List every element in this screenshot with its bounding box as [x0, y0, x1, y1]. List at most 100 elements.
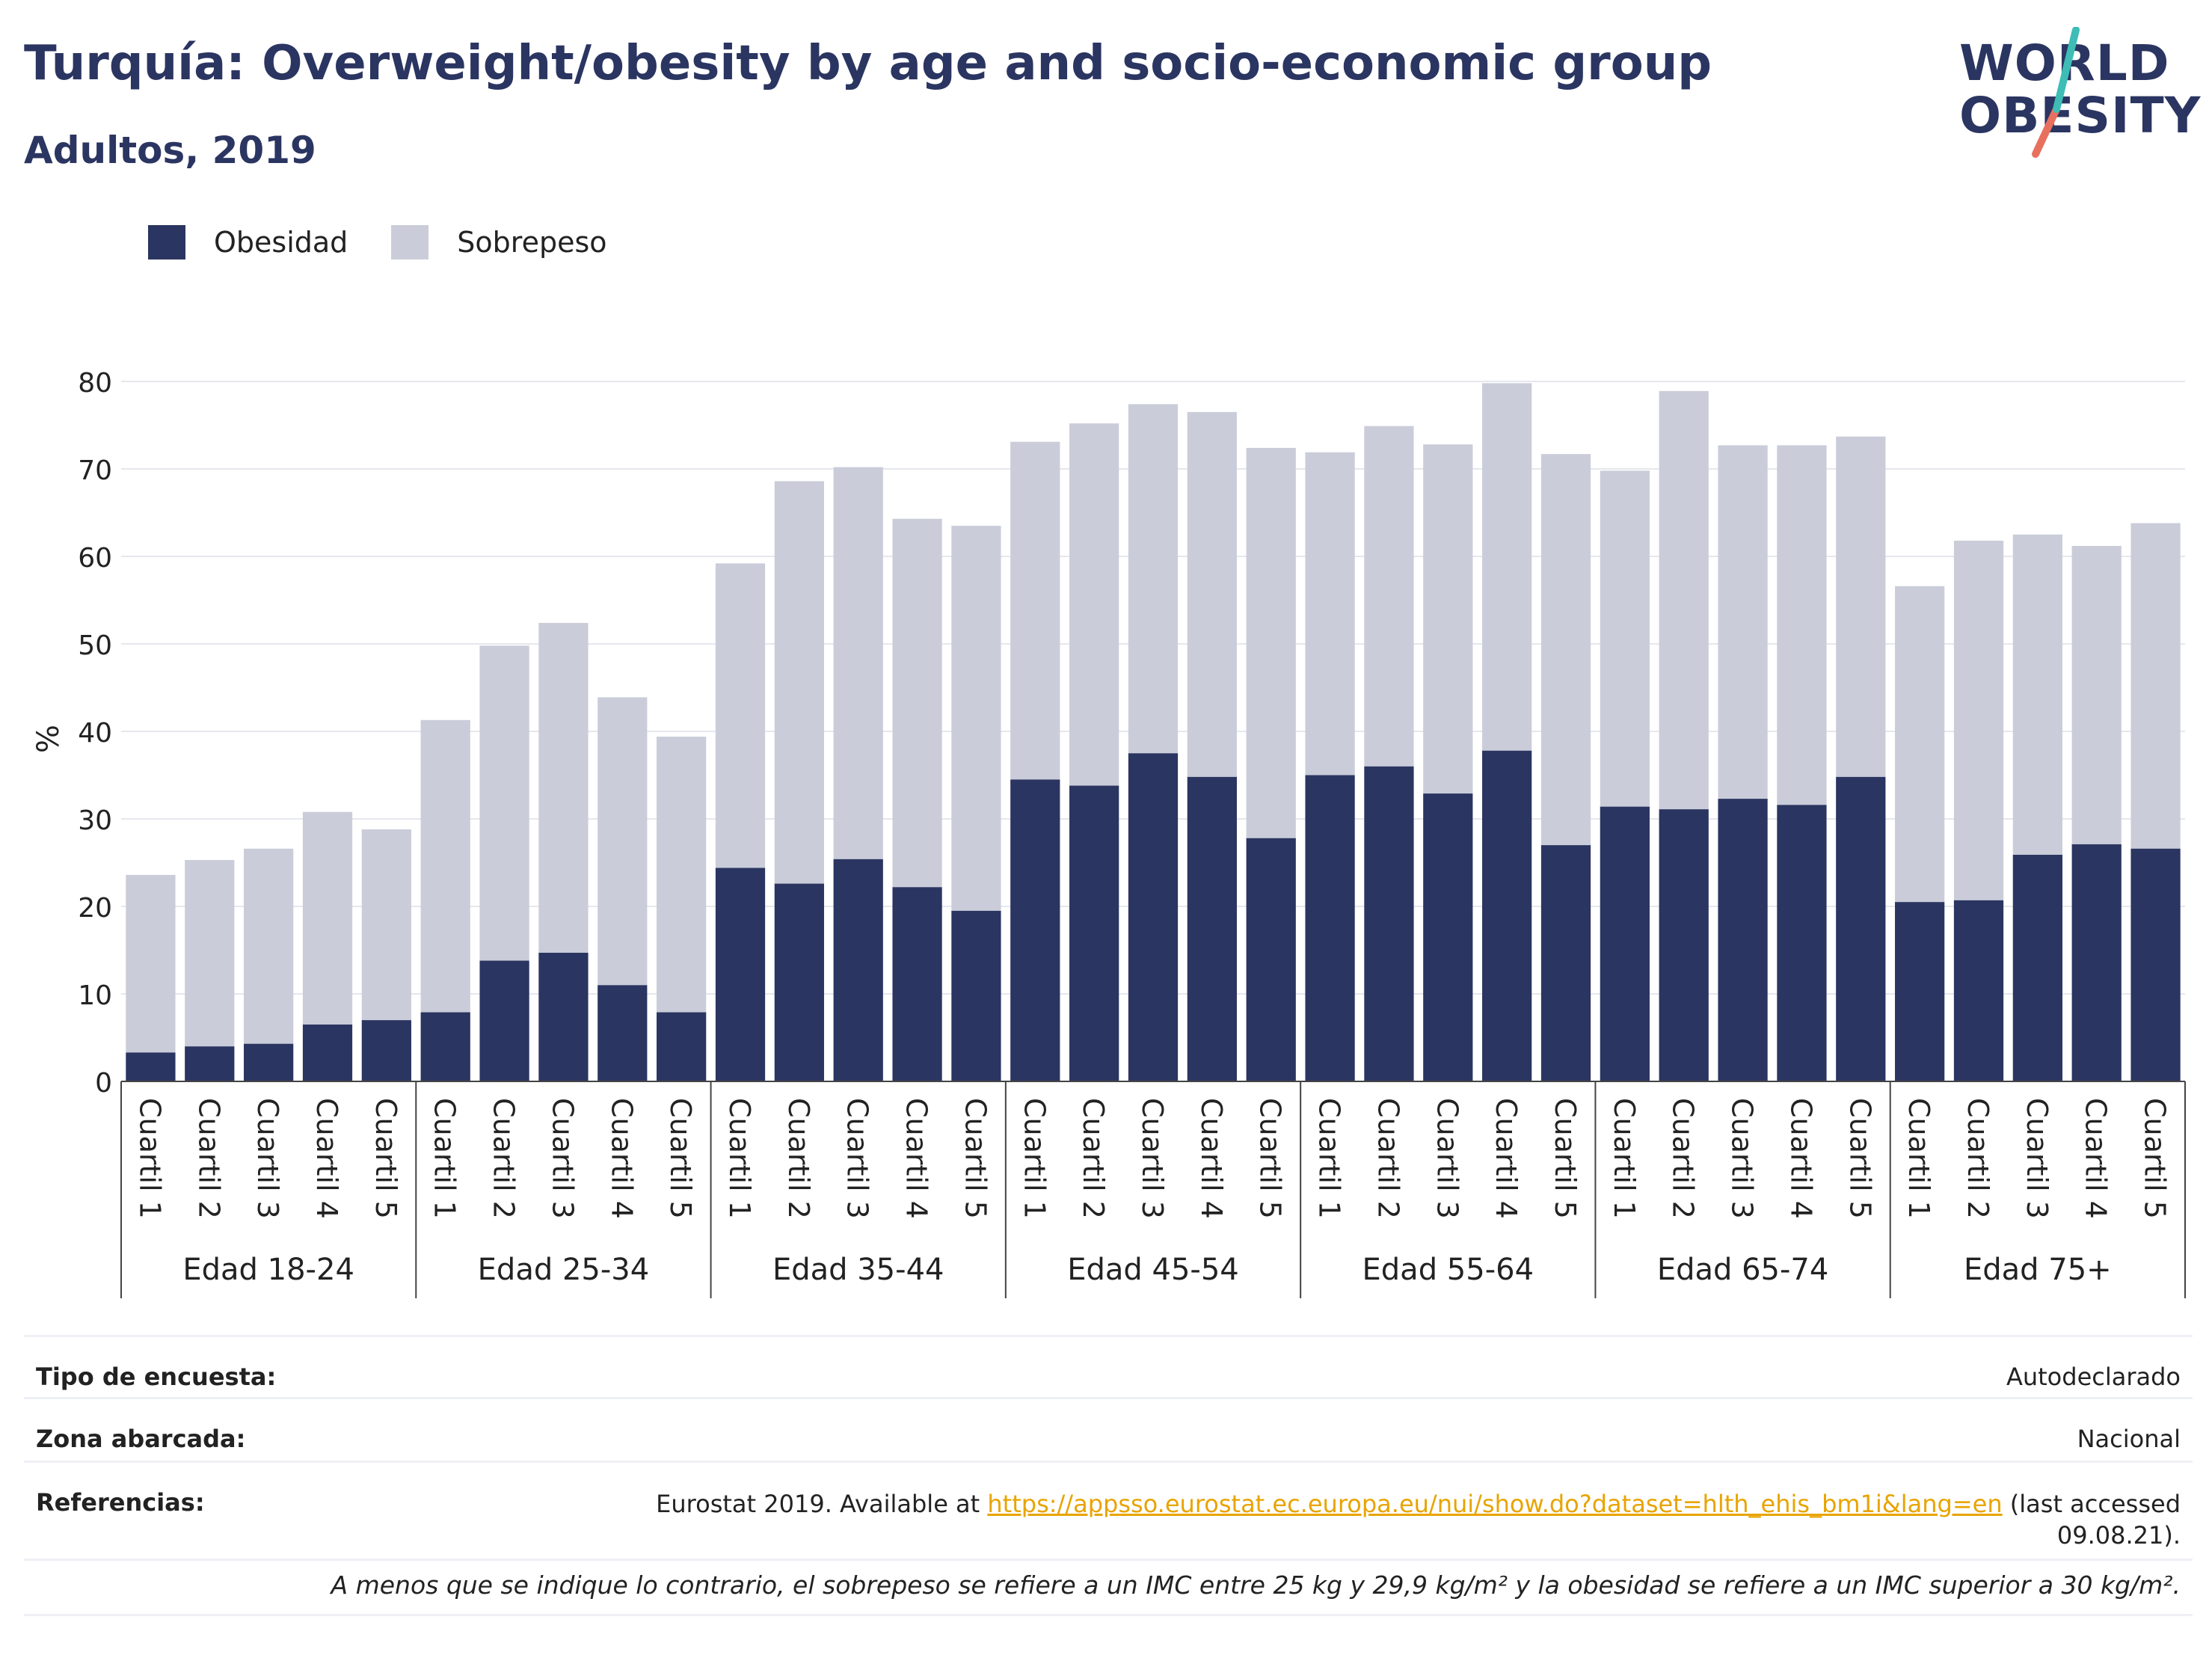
bar-overweight — [1895, 586, 1945, 903]
bar-obesity — [1600, 806, 1650, 1081]
x-group-label: Edad 65-74 — [1657, 1253, 1829, 1287]
bar-obesity — [126, 1052, 176, 1081]
bar-overweight — [597, 697, 648, 986]
y-tick-label: 0 — [95, 1068, 112, 1099]
metadata-table: Tipo de encuesta: Autodeclarado Zona aba… — [24, 1335, 2193, 1561]
bar-overweight — [657, 737, 707, 1013]
x-category-label: Cuartil 1 — [1608, 1098, 1641, 1219]
bar-obesity — [1953, 900, 2004, 1081]
x-category-label: Cuartil 1 — [428, 1098, 461, 1219]
bar-obesity — [892, 887, 942, 1081]
bar-overweight — [833, 467, 883, 859]
chart-title: Turquía: Overweight/obesity by age and s… — [24, 36, 1712, 91]
bar-overweight — [2071, 545, 2122, 844]
bar-obesity — [1659, 809, 1709, 1081]
x-group-label: Edad 75+ — [1964, 1253, 2112, 1287]
bar-overweight — [1777, 445, 1827, 805]
x-category-label: Cuartil 1 — [1902, 1098, 1935, 1219]
refs-suffix-2: 09.08.21). — [2056, 1521, 2181, 1550]
x-category-label: Cuartil 4 — [310, 1098, 343, 1219]
bar-obesity — [1069, 785, 1119, 1081]
bar-overweight — [951, 526, 1001, 911]
bar-overweight — [1540, 454, 1591, 846]
x-category-label: Cuartil 3 — [251, 1098, 284, 1219]
bar-overweight — [1364, 426, 1414, 767]
bar-overweight — [420, 719, 470, 1013]
stacked-bar-chart: 0 10 20 30 40 50 60 70 80% Cuartil 1 Cuartil 2 Cuar… — [31, 368, 2186, 1298]
bar-obesity — [185, 1046, 235, 1081]
bar-obesity — [1128, 753, 1179, 1081]
bar-overweight — [2130, 523, 2181, 849]
x-category-label: Cuartil 5 — [369, 1098, 402, 1219]
bar-obesity — [1482, 750, 1532, 1081]
x-category-label: Cuartil 4 — [1784, 1098, 1817, 1219]
x-category-label: Cuartil 2 — [1371, 1098, 1404, 1219]
bar-overweight — [244, 848, 294, 1044]
bar-overweight — [185, 859, 235, 1047]
bar-overweight — [1010, 441, 1060, 780]
bar-obesity — [774, 883, 824, 1081]
bar-obesity — [1540, 845, 1591, 1081]
y-tick-label: 60 — [78, 543, 112, 574]
bar-obesity — [1777, 805, 1827, 1081]
bar-obesity — [1836, 776, 1886, 1081]
bar-obesity — [657, 1012, 707, 1081]
bar-obesity — [1364, 766, 1414, 1081]
bar-obesity — [538, 953, 589, 1081]
meta-survey-label: Tipo de encuesta: — [36, 1363, 277, 1391]
bar-overweight — [1718, 445, 1768, 799]
legend-label-obesity: Obesidad — [214, 226, 348, 259]
meta-row-area: Zona abarcada: Nacional — [24, 1397, 2193, 1461]
bar-obesity — [1187, 776, 1237, 1081]
bar-overweight — [1423, 444, 1473, 794]
bar-obesity — [597, 985, 648, 1081]
bar-obesity — [1718, 799, 1768, 1081]
x-group-label: Edad 25-34 — [478, 1253, 650, 1287]
legend-swatch-obesity — [148, 225, 185, 260]
bar-overweight — [538, 622, 589, 954]
bar-overweight — [1128, 404, 1179, 754]
x-category-label: Cuartil 3 — [1726, 1098, 1759, 1219]
bar-obesity — [361, 1020, 411, 1081]
x-category-label: Cuartil 2 — [782, 1098, 815, 1219]
bar-obesity — [715, 868, 766, 1081]
x-category-label: Cuartil 5 — [959, 1098, 992, 1219]
logo-line-2: OBESITY — [1959, 87, 2202, 144]
x-category-label: Cuartil 3 — [546, 1098, 579, 1219]
x-category-label: Cuartil 1 — [133, 1098, 166, 1219]
meta-refs-value: Eurostat 2019. Available at https://apps… — [656, 1488, 2181, 1551]
bar-overweight — [126, 874, 176, 1053]
meta-area-value: Nacional — [2077, 1425, 2181, 1453]
bar-obesity — [2071, 844, 2122, 1081]
x-category-label: Cuartil 3 — [1136, 1098, 1169, 1219]
meta-row-divider — [24, 1559, 2193, 1561]
bar-overweight — [1187, 411, 1237, 777]
bar-obesity — [1305, 775, 1355, 1081]
x-category-label: Cuartil 5 — [1549, 1098, 1582, 1219]
x-category-label: Cuartil 3 — [1431, 1098, 1463, 1219]
x-category-label: Cuartil 4 — [2080, 1098, 2113, 1219]
x-category-label: Cuartil 2 — [1077, 1098, 1110, 1219]
legend-swatch-overweight — [391, 225, 429, 260]
bar-obesity — [1895, 902, 1945, 1081]
bar-obesity — [951, 910, 1001, 1081]
bar-overweight — [1305, 452, 1355, 776]
bar-overweight — [774, 481, 824, 884]
bar-obesity — [2012, 854, 2062, 1081]
y-tick-label: 10 — [78, 980, 112, 1011]
legend-label-overweight: Sobrepeso — [457, 226, 607, 259]
x-category-label: Cuartil 1 — [1313, 1098, 1346, 1219]
definition-note: A menos que se indique lo contrario, el … — [331, 1570, 2181, 1600]
meta-refs-label: Referencias: — [36, 1488, 205, 1517]
x-category-label: Cuartil 2 — [488, 1098, 520, 1219]
bar-overweight — [1246, 447, 1296, 838]
x-category-label: Cuartil 5 — [2139, 1098, 2172, 1219]
refs-link[interactable]: https://appsso.eurostat.ec.europa.eu/nui… — [987, 1490, 2003, 1518]
x-group-label: Edad 35-44 — [772, 1253, 944, 1287]
y-tick-label: 20 — [78, 893, 112, 924]
bar-overweight — [302, 811, 353, 1025]
x-category-label: Cuartil 4 — [1490, 1098, 1523, 1219]
bar-overweight — [479, 645, 529, 961]
logo-slash-icon — [2032, 27, 2080, 158]
y-tick-label: 80 — [78, 368, 112, 399]
